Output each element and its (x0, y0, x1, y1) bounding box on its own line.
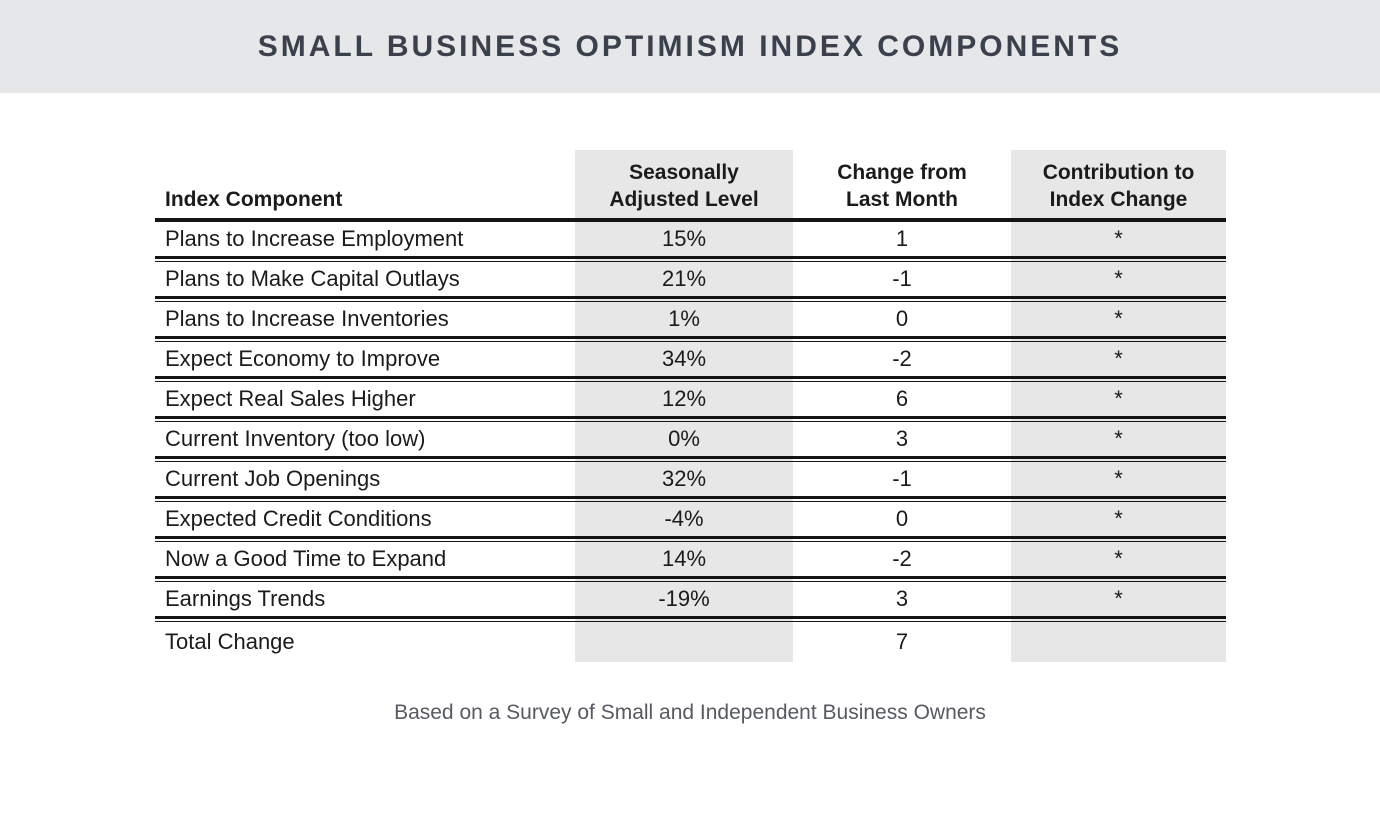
cell-seasonally-adjusted-level: -19% (658, 586, 710, 611)
row-divider (155, 256, 1226, 262)
cell-component: Plans to Increase Inventories (165, 306, 449, 331)
cell-change-from-last-month: 0 (895, 306, 909, 331)
cell-seasonally-adjusted-level: 12% (661, 386, 707, 411)
cell-seasonally-adjusted-level: 15% (661, 226, 707, 251)
cell-contribution-to-index-change: * (1114, 466, 1123, 491)
cell-contribution-to-index-change: * (1114, 426, 1123, 451)
cell-contribution-to-index-change: * (1114, 306, 1123, 331)
cell-component: Current Inventory (too low) (165, 426, 426, 451)
optimism-components-table: Index Component Seasonally Adjusted Leve… (155, 150, 1226, 662)
column-header-change: Change from Last Month (837, 161, 967, 211)
cell-seasonally-adjusted-level: 34% (661, 346, 707, 371)
row-divider (155, 536, 1226, 542)
table-header-row: Index Component Seasonally Adjusted Leve… (155, 150, 1226, 222)
table-row: Expect Real Sales Higher 12% 6 * (155, 382, 1226, 416)
table-row: Plans to Make Capital Outlays 21% -1 * (155, 262, 1226, 296)
cell-total-label: Total Change (165, 629, 295, 654)
row-divider (155, 296, 1226, 302)
cell-contribution-to-index-change: * (1114, 386, 1123, 411)
table-row: Expected Credit Conditions -4% 0 * (155, 502, 1226, 536)
table-body: Plans to Increase Employment 15% 1 * Plans t… (155, 222, 1226, 622)
table-row: Earnings Trends -19% 3 * (155, 582, 1226, 616)
cell-contribution-to-index-change: * (1114, 586, 1123, 611)
row-divider (155, 576, 1226, 582)
cell-seasonally-adjusted-level: 32% (661, 466, 707, 491)
cell-contribution-to-index-change: * (1114, 506, 1123, 531)
column-header-level: Seasonally Adjusted Level (609, 161, 759, 211)
cell-component: Earnings Trends (165, 586, 326, 611)
cell-component: Expect Real Sales Higher (165, 386, 416, 411)
page-title: SMALL BUSINESS OPTIMISM INDEX COMPONENTS (257, 29, 1123, 63)
cell-contribution-to-index-change: * (1114, 226, 1123, 251)
cell-contribution-to-index-change: * (1114, 266, 1123, 291)
cell-change-from-last-month: -1 (892, 266, 912, 291)
title-band: SMALL BUSINESS OPTIMISM INDEX COMPONENTS (0, 0, 1380, 93)
row-divider (155, 416, 1226, 422)
row-divider (155, 376, 1226, 382)
cell-seasonally-adjusted-level: 0% (668, 426, 700, 451)
column-header-contribution: Contribution to Index Change (1042, 161, 1195, 211)
cell-change-from-last-month: -2 (892, 346, 912, 371)
table-row: Plans to Increase Employment 15% 1 * (155, 222, 1226, 256)
cell-seasonally-adjusted-level: 14% (661, 546, 707, 571)
cell-contribution-to-index-change: * (1114, 346, 1123, 371)
table-total-row: Total Change 7 (155, 622, 1226, 662)
row-divider (155, 616, 1226, 622)
table-row: Current Inventory (too low) 0% 3 * (155, 422, 1226, 456)
cell-change-from-last-month: 1 (895, 226, 909, 251)
cell-seasonally-adjusted-level: 1% (668, 306, 700, 331)
row-divider (155, 336, 1226, 342)
table-row: Current Job Openings 32% -1 * (155, 462, 1226, 496)
cell-contribution-to-index-change: * (1114, 546, 1123, 571)
cell-change-from-last-month: -1 (892, 466, 912, 491)
cell-seasonally-adjusted-level: -4% (664, 506, 704, 531)
cell-component: Plans to Increase Employment (165, 226, 464, 251)
column-header-component: Index Component (165, 188, 343, 211)
row-divider (155, 456, 1226, 462)
table-row: Plans to Increase Inventories 1% 0 * (155, 302, 1226, 336)
cell-component: Now a Good Time to Expand (165, 546, 447, 571)
cell-component: Current Job Openings (165, 466, 381, 491)
row-divider (155, 496, 1226, 502)
cell-total-change: 7 (895, 629, 909, 654)
cell-change-from-last-month: 0 (895, 506, 909, 531)
cell-component: Expected Credit Conditions (165, 506, 432, 531)
cell-component: Expect Economy to Improve (165, 346, 441, 371)
cell-change-from-last-month: 6 (895, 386, 909, 411)
table-row: Now a Good Time to Expand 14% -2 * (155, 542, 1226, 576)
cell-change-from-last-month: 3 (895, 586, 909, 611)
cell-component: Plans to Make Capital Outlays (165, 266, 460, 291)
table-row: Expect Economy to Improve 34% -2 * (155, 342, 1226, 376)
cell-seasonally-adjusted-level: 21% (661, 266, 707, 291)
source-note: Based on a Survey of Small and Independe… (394, 701, 986, 724)
cell-change-from-last-month: 3 (895, 426, 909, 451)
cell-change-from-last-month: -2 (892, 546, 912, 571)
